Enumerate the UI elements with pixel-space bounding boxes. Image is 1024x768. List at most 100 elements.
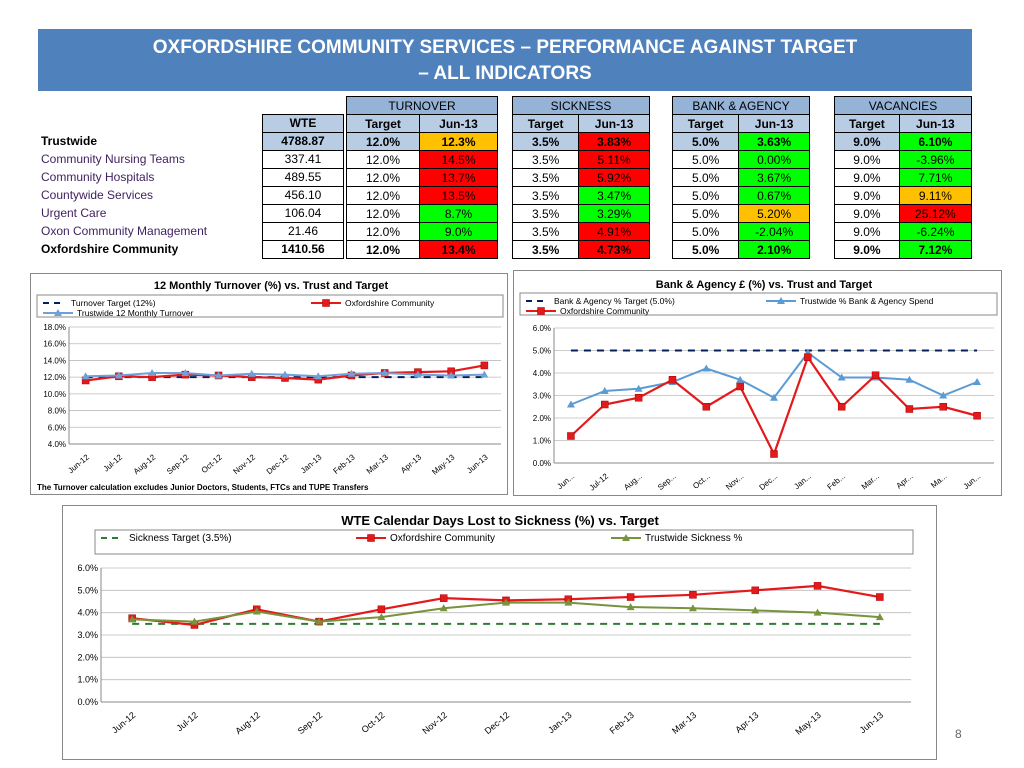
data-point-marker bbox=[736, 375, 745, 383]
data-point-marker bbox=[973, 412, 981, 420]
value-cell: 13.7% bbox=[419, 168, 498, 187]
y-tick-label: 4.0% bbox=[533, 369, 551, 378]
data-point-marker bbox=[480, 370, 489, 378]
target-cell: 12.0% bbox=[345, 204, 421, 223]
data-point-marker bbox=[537, 307, 545, 315]
value-cell: 0.00% bbox=[738, 150, 810, 169]
legend-label: Trustwide % Bank & Agency Spend bbox=[800, 296, 934, 306]
value-cell: 25.12% bbox=[898, 204, 973, 223]
chart-title: Bank & Agency £ (%) vs. Trust and Target bbox=[656, 279, 873, 291]
target-cell: 12.0% bbox=[345, 186, 421, 205]
x-tick-label: Feb-13 bbox=[608, 710, 636, 736]
data-point-marker bbox=[148, 368, 157, 376]
target-cell: 12.0% bbox=[345, 222, 421, 241]
row-names-table: Trustwide Community Nursing Teams Communit… bbox=[38, 96, 260, 258]
data-point-marker bbox=[939, 391, 948, 399]
target-cell: 9.0% bbox=[834, 222, 900, 241]
wte-header: WTE bbox=[262, 113, 344, 133]
data-point-marker bbox=[413, 370, 422, 378]
data-point-marker bbox=[601, 400, 609, 409]
value-cell: -3.96% bbox=[898, 150, 973, 169]
wte-cell: 337.41 bbox=[262, 149, 344, 169]
data-point-marker bbox=[502, 598, 510, 606]
data-point-marker bbox=[905, 375, 914, 383]
legend-label: Trustwide 12 Monthly Turnover bbox=[77, 308, 194, 318]
data-point-marker bbox=[688, 604, 697, 612]
value-cell: -6.24% bbox=[898, 222, 973, 241]
slide-title: OXFORDSHIRE COMMUNITY SERVICES – PERFORM… bbox=[38, 29, 972, 91]
wte-cell: 106.04 bbox=[262, 203, 344, 223]
group-header: VACANCIES bbox=[834, 96, 972, 115]
value-cell: 2.10% bbox=[738, 240, 810, 259]
data-point-marker bbox=[689, 591, 697, 599]
sickness-chart-svg: WTE Calendar Days Lost to Sickness (%) v… bbox=[77, 513, 914, 737]
x-tick-label: Jun-13 bbox=[465, 452, 490, 475]
y-tick-label: 8.0% bbox=[48, 407, 66, 416]
value-cell: 5.20% bbox=[738, 204, 810, 223]
target-cell: 5.0% bbox=[671, 222, 740, 241]
target-cell: 5.0% bbox=[671, 132, 740, 151]
wte-cell: 489.55 bbox=[262, 167, 344, 187]
group-header: BANK & AGENCY bbox=[672, 96, 810, 115]
value-cell: 9.11% bbox=[898, 186, 973, 205]
data-point-marker bbox=[804, 353, 812, 361]
data-point-marker bbox=[314, 372, 323, 380]
x-tick-label: Mar-13 bbox=[670, 710, 698, 736]
target-cell: 12.0% bbox=[345, 168, 421, 187]
row-label: Oxon Community Management bbox=[41, 224, 208, 238]
target-header: Target bbox=[511, 114, 580, 133]
data-point-marker bbox=[626, 603, 635, 611]
x-tick-label: Dec-12 bbox=[483, 710, 512, 736]
data-point-marker bbox=[377, 605, 386, 614]
y-tick-label: 12.0% bbox=[43, 373, 66, 382]
y-tick-label: 3.0% bbox=[533, 392, 551, 401]
data-point-marker bbox=[439, 604, 448, 612]
target-cell: 5.0% bbox=[671, 168, 740, 187]
data-point-marker bbox=[252, 607, 261, 615]
data-point-marker bbox=[566, 400, 575, 408]
data-point-marker bbox=[876, 593, 884, 601]
target-cell: 3.5% bbox=[511, 186, 580, 205]
data-point-marker bbox=[281, 370, 289, 378]
row-label: Community Nursing Teams bbox=[41, 152, 185, 166]
value-cell: 3.63% bbox=[738, 132, 810, 151]
data-point-marker bbox=[702, 364, 711, 372]
bank-agency-table: BANK & AGENCY Target Jun-13 5.0% 3.63% 5.0% 0.… bbox=[671, 96, 810, 259]
target-cell: 5.0% bbox=[671, 150, 740, 169]
x-tick-label: Jul-12 bbox=[102, 452, 125, 473]
data-point-marker bbox=[770, 450, 778, 458]
value-cell: 7.12% bbox=[898, 240, 973, 259]
x-tick-label: Feb... bbox=[826, 472, 847, 492]
y-tick-label: 4.0% bbox=[48, 440, 66, 449]
data-point-marker bbox=[347, 369, 356, 377]
y-tick-label: 6.0% bbox=[48, 423, 66, 432]
data-point-marker bbox=[54, 309, 62, 316]
month-header: Jun-13 bbox=[419, 114, 498, 133]
month-header: Jun-13 bbox=[898, 114, 973, 133]
x-tick-label: Jun... bbox=[962, 472, 983, 491]
x-tick-label: Jun-13 bbox=[858, 710, 886, 735]
legend-label: Sickness Target (3.5%) bbox=[129, 533, 232, 544]
data-point-marker bbox=[181, 368, 190, 376]
x-tick-label: Dec... bbox=[757, 472, 779, 492]
data-point-marker bbox=[751, 606, 760, 614]
x-tick-label: Apr... bbox=[895, 472, 915, 491]
y-tick-label: 14.0% bbox=[43, 356, 66, 365]
value-cell: 3.67% bbox=[738, 168, 810, 187]
data-point-marker bbox=[367, 534, 375, 542]
value-cell: 3.83% bbox=[578, 132, 650, 151]
data-point-marker bbox=[114, 371, 123, 379]
value-cell: -2.04% bbox=[738, 222, 810, 241]
wte-table: WTE 4788.87 337.41 489.55 456.10 106.04 21.46 1… bbox=[262, 96, 344, 259]
value-cell: 8.7% bbox=[419, 204, 498, 223]
x-tick-label: Jun-12 bbox=[66, 452, 91, 475]
x-tick-label: Sep... bbox=[656, 472, 678, 492]
y-tick-label: 0.0% bbox=[77, 697, 98, 707]
target-header: Target bbox=[345, 114, 421, 133]
legend-box bbox=[519, 292, 998, 316]
x-tick-label: Oct-12 bbox=[360, 710, 387, 735]
x-tick-label: Apr-13 bbox=[733, 710, 760, 735]
data-point-marker bbox=[322, 299, 330, 307]
spacer-cell bbox=[38, 114, 260, 132]
x-tick-label: Nov-12 bbox=[232, 452, 258, 476]
